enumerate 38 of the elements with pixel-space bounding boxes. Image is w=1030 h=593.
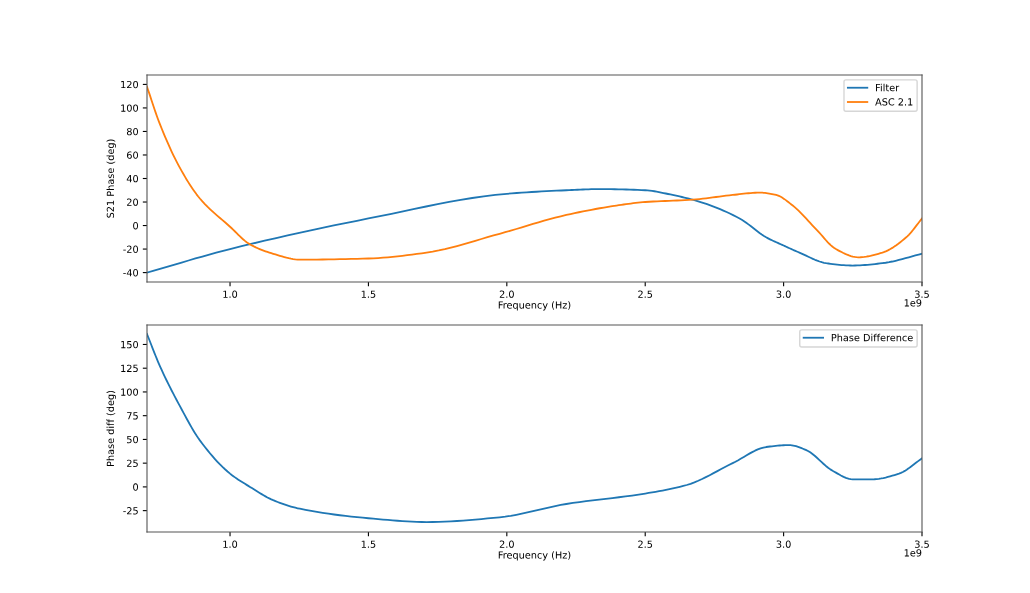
x-tick-label: 2.0 [499, 290, 514, 298]
y-tick-label: 100 [121, 104, 139, 112]
x-axis-title: Frequency (Hz) [498, 301, 571, 311]
x-tick-label: 1.0 [223, 540, 238, 548]
y-tick-label: 100 [121, 388, 139, 396]
y-tick-label: 50 [127, 435, 139, 444]
x-tick-label: 3.0 [776, 290, 791, 298]
y-tick-label: 25 [127, 459, 138, 467]
y-tick-label: -40 [123, 269, 139, 277]
y-tick-label: 125 [121, 364, 138, 373]
y-tick-label: 20 [127, 198, 139, 206]
y-tick-label: 150 [121, 340, 139, 349]
x-axis-title: Frequency (Hz) [498, 551, 571, 561]
y-tick-label: 40 [126, 174, 139, 183]
text: 1e9 [904, 299, 922, 307]
x-tick-label: 3.0 [776, 540, 791, 548]
x-tick-label: 1.5 [361, 290, 376, 298]
x-tick-label: 2.5 [638, 290, 653, 298]
y-tick-label: 80 [126, 127, 139, 136]
y-tick-label: 120 [121, 80, 139, 89]
x-tick-label: 1.0 [223, 290, 238, 298]
y-tick-label: 75 [127, 412, 138, 420]
x-tick-label: 3.5 [915, 540, 929, 548]
x-tick-label: 2.0 [499, 540, 514, 548]
legend-label: ASC 2.1 [875, 98, 913, 106]
y-tick-label: -25 [123, 507, 138, 515]
y-axis-title: S21 Phase (deg) [106, 139, 116, 218]
x-tick-label: 3.5 [915, 290, 929, 298]
y-axis-title: Phase diff (deg) [106, 390, 116, 466]
x-tick-label: 2.5 [638, 540, 653, 548]
legend-label: Phase Difference [831, 333, 913, 342]
x-tick-label: 1.5 [361, 540, 376, 548]
y-tick-label: -20 [123, 245, 139, 253]
legend-label: Filter [876, 83, 900, 92]
text: 1e9 [904, 549, 922, 557]
y-tick-label: 0 [133, 483, 139, 491]
y-tick-label: 0 [133, 222, 139, 230]
y-tick-label: 60 [126, 151, 139, 159]
